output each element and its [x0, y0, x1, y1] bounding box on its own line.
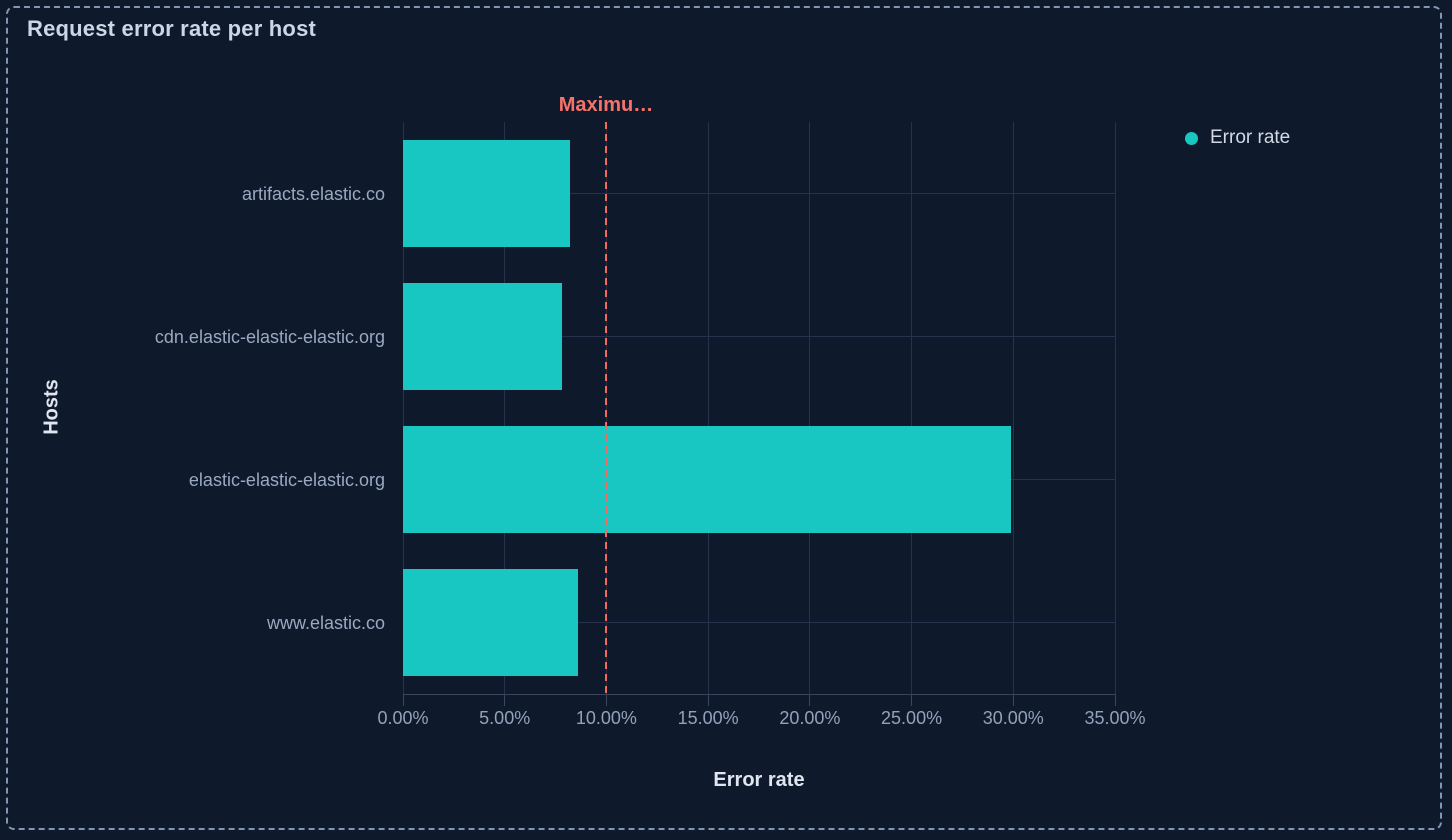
- x-axis-title: Error rate: [713, 769, 805, 791]
- x-tick-label: 15.00%: [677, 708, 739, 728]
- x-tick-label: 35.00%: [1084, 708, 1146, 728]
- category-label: cdn.elastic-elastic-elastic.org: [154, 326, 385, 347]
- x-axis-line: [403, 694, 1115, 695]
- y-gridline: [403, 622, 1115, 623]
- x-gridline: [1114, 122, 1116, 694]
- x-tickmark: [605, 694, 607, 706]
- legend-dot-icon: [1185, 131, 1198, 145]
- bar-cdn.elastic-elastic-elastic.org[interactable]: [403, 283, 562, 390]
- x-tickmark: [1012, 694, 1014, 706]
- x-tickmark: [504, 694, 506, 706]
- threshold-line: [605, 122, 608, 694]
- category-label: artifacts.elastic.co: [241, 183, 385, 204]
- x-tick-label: 5.00%: [479, 708, 531, 728]
- x-gridline: [1012, 122, 1014, 694]
- y-axis-title: Hosts: [40, 379, 63, 435]
- x-tick-label: 10.00%: [575, 708, 637, 728]
- threshold-label: Maximu…: [558, 94, 654, 116]
- x-gridline: [707, 122, 709, 694]
- x-gridline: [809, 122, 811, 694]
- x-gridline: [911, 122, 913, 694]
- legend-label: Error rate: [1210, 127, 1291, 148]
- category-label: www.elastic.co: [266, 612, 385, 633]
- legend-item-error-rate[interactable]: Error rate: [1185, 127, 1290, 149]
- category-label: elastic-elastic-elastic.org: [188, 469, 385, 490]
- bar-artifacts.elastic.co[interactable]: [403, 140, 570, 247]
- dashboard-panel-border[interactable]: [6, 6, 1442, 830]
- x-tick-label: 30.00%: [982, 708, 1044, 728]
- bar-www.elastic.co[interactable]: [403, 569, 578, 676]
- x-tickmark: [402, 694, 404, 706]
- x-tickmark: [1114, 694, 1116, 706]
- x-tick-label: 25.00%: [881, 708, 943, 728]
- x-gridline: [504, 122, 506, 694]
- plot-area: 0.00% 5.00% 10.00% 15.00% 20.00% 25.00% 30.00%…: [155, 122, 1146, 728]
- x-tick-label: 20.00%: [779, 708, 841, 728]
- x-gridline: [402, 122, 404, 694]
- x-tickmark: [911, 694, 913, 706]
- x-tickmark: [809, 694, 811, 706]
- y-gridline: [403, 193, 1115, 194]
- panel-title: Request error rate per host: [27, 16, 317, 41]
- y-gridline: [403, 336, 1115, 337]
- x-tickmark: [707, 694, 709, 706]
- bar-elastic-elastic-elastic.org[interactable]: [403, 426, 1012, 533]
- x-tick-label: 0.00%: [377, 708, 429, 728]
